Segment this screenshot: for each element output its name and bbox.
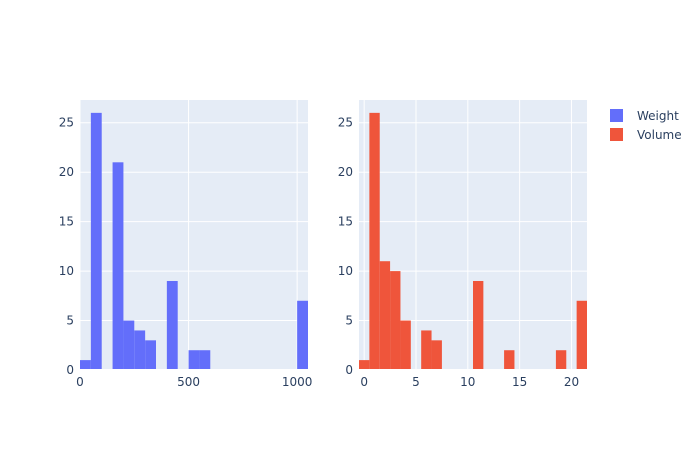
volume-histogram-bar[interactable] [555,350,567,370]
weight-y-tick-label: 15 [59,215,74,229]
volume-y-tick-label: 0 [345,363,353,377]
volume-y-tick-label: 25 [338,116,353,130]
volume-histogram-bar[interactable] [390,271,401,370]
weight-y-tick-label: 25 [59,116,74,130]
volume-histogram-bar[interactable] [431,340,442,370]
weight-y-tick-label: 5 [66,314,74,328]
volume-histogram-bar[interactable] [504,350,515,370]
volume-histogram-bar[interactable] [473,280,484,370]
weight-histogram-bar[interactable] [123,320,135,370]
weight-y-tick-label: 0 [66,363,74,377]
volume-histogram-bar[interactable] [369,112,380,370]
legend: Weight Volume [610,106,682,144]
volume-x-tick-label: 10 [460,375,475,389]
volume-x-tick-label: 5 [412,375,420,389]
weight-y-tick-label: 20 [59,165,74,179]
legend-item-volume[interactable]: Volume [610,125,682,144]
weight-x-tick-label: 1000 [282,375,313,389]
volume-histogram-bar[interactable] [359,360,370,370]
volume-x-tick-label: 0 [360,375,368,389]
volume-histogram-bar[interactable] [576,300,587,370]
volume-histogram-bar[interactable] [379,261,391,370]
weight-y-tick-label: 10 [59,264,74,278]
legend-label-weight: Weight [637,108,679,123]
legend-swatch-volume [610,128,623,141]
legend-item-weight[interactable]: Weight [610,106,682,125]
weight-x-tick-label: 500 [177,375,200,389]
volume-x-tick-label: 20 [564,375,579,389]
weight-x-tick-label: 0 [76,375,84,389]
weight-histogram-bar[interactable] [199,350,211,370]
volume-histogram-bar[interactable] [400,320,411,370]
volume-y-tick-label: 5 [345,314,353,328]
weight-histogram-bar[interactable] [145,340,156,370]
volume-y-tick-label: 15 [338,215,353,229]
volume-y-tick-label: 10 [338,264,353,278]
weight-histogram-bar[interactable] [134,330,146,370]
weight-histogram-bar[interactable] [112,162,124,370]
volume-histogram-bar[interactable] [421,330,432,370]
weight-histogram-bar[interactable] [166,280,178,370]
volume-histogram-panel: 0 5 10 15 20 25 0 5 10 15 20 [338,100,587,389]
volume-x-tick-label: 15 [512,375,527,389]
legend-label-volume: Volume [637,127,682,142]
weight-histogram-panel: 0 5 10 15 20 25 0 500 1000 [59,100,313,389]
weight-histogram-bar[interactable] [297,300,308,370]
volume-y-tick-label: 20 [338,165,353,179]
weight-histogram-bar[interactable] [90,112,102,370]
weight-histogram-bar[interactable] [188,350,200,370]
legend-swatch-weight [610,109,623,122]
weight-histogram-bar[interactable] [80,360,91,370]
